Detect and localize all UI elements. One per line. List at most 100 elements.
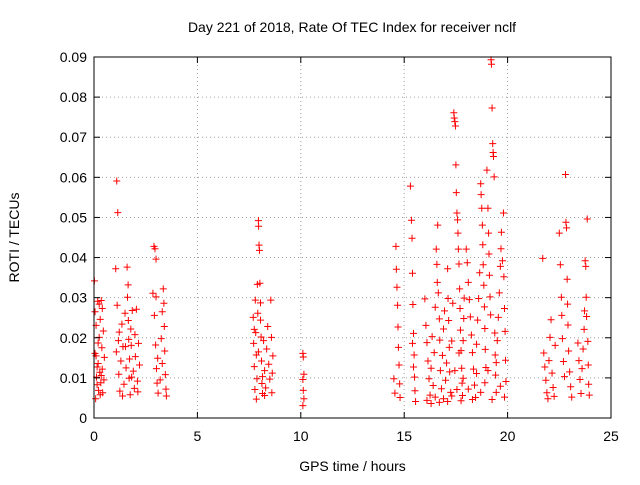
data-point [491,351,499,359]
data-point [585,391,593,399]
data-point [435,315,443,323]
data-point [480,303,488,311]
data-point [498,257,506,265]
data-point [424,357,432,365]
data-point [152,293,160,301]
data-point [466,313,474,321]
data-point [256,299,264,307]
data-point [256,279,264,287]
data-point [97,371,105,379]
data-point [452,161,460,169]
data-point [563,275,571,283]
data-point [161,371,169,379]
data-point [481,325,489,333]
data-point [484,204,492,212]
data-point [394,343,402,351]
data-point [256,316,264,324]
data-point [488,396,496,404]
data-point [479,261,487,269]
data-point [473,369,481,377]
data-point [249,313,257,321]
data-point [258,380,266,388]
data-point [539,254,547,262]
data-point [252,329,260,337]
data-point [406,182,414,190]
data-point [122,364,130,372]
data-point [445,343,453,351]
data-point [113,301,121,309]
data-point [492,371,500,379]
data-point [497,245,505,253]
y-axis-title: ROTI / TECUs [6,193,22,283]
data-point [438,351,446,359]
data-point [99,327,107,335]
data-point [567,383,575,391]
data-point [156,376,164,384]
data-point [408,234,416,242]
data-point [439,325,447,333]
data-point [562,171,570,179]
data-point [91,308,99,316]
data-point [154,389,162,397]
data-point [422,321,430,329]
data-point [447,388,455,396]
data-point [448,392,456,400]
data-point [119,392,127,400]
data-point [127,325,135,333]
data-point [98,344,106,352]
data-point [432,245,440,253]
data-point [583,215,591,223]
data-point [153,379,161,387]
data-point [434,289,442,297]
data-point [481,379,489,387]
data-point [411,373,419,381]
data-point [577,390,585,398]
x-axis-title: GPS time / hours [299,458,406,474]
data-point [463,259,471,267]
data-point [581,307,589,315]
data-point [121,309,129,317]
data-point [261,367,269,375]
data-point [584,361,592,369]
data-point [487,60,495,68]
data-point [462,245,470,253]
data-point [123,263,131,271]
data-point [478,204,486,212]
data-point [268,389,276,397]
data-point [152,255,160,263]
data-point [493,337,501,345]
data-point [396,394,404,402]
data-point [541,363,549,371]
data-point [459,337,467,345]
data-point [499,209,507,217]
data-point [252,395,260,403]
data-point [456,304,464,312]
data-point [260,337,268,345]
data-point [478,221,486,229]
x-tick-label: 15 [396,428,412,444]
data-point [160,299,168,307]
data-point [421,295,429,303]
data-point [412,398,420,406]
data-point [100,376,108,384]
data-point [427,400,435,408]
data-point [455,349,463,357]
data-point [95,300,103,308]
data-point [467,331,475,339]
data-point [481,345,489,353]
data-point [250,325,258,333]
data-point [543,389,551,397]
data-point [126,355,134,363]
data-point [97,296,105,304]
data-point [255,246,263,254]
data-point [564,321,572,329]
data-point [437,385,445,393]
data-point [490,152,498,160]
data-point [128,373,136,381]
data-point [459,374,467,382]
data-point [131,331,139,339]
plot-frame [93,56,612,419]
y-tick-label: 0 [79,410,87,426]
data-point [556,261,564,269]
